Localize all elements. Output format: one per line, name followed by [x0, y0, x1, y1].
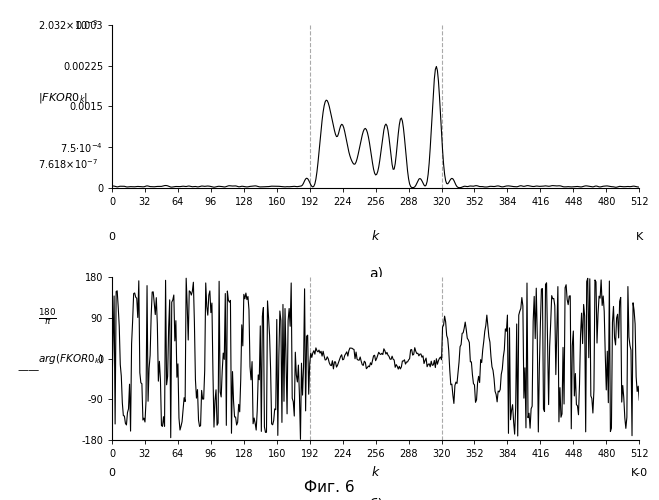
Text: б): б) — [368, 498, 383, 500]
Text: $arg(FKOR0_k)$: $arg(FKOR0_k)$ — [38, 352, 104, 366]
Text: $2.032{\times}10^{-3}$: $2.032{\times}10^{-3}$ — [38, 18, 98, 32]
Text: k: k — [372, 466, 380, 479]
Text: $7.618{\times}10^{-7}$: $7.618{\times}10^{-7}$ — [38, 158, 98, 172]
Text: Фиг. 6: Фиг. 6 — [304, 480, 355, 495]
Text: 0: 0 — [109, 468, 115, 478]
Text: K: K — [635, 232, 643, 242]
Text: $\frac{180}{\pi}$: $\frac{180}{\pi}$ — [38, 308, 57, 328]
Text: ——: —— — [17, 365, 40, 375]
Text: k: k — [372, 230, 380, 243]
Text: 0: 0 — [109, 232, 115, 242]
Text: а): а) — [368, 266, 383, 280]
Text: $|FKOR0_k|$: $|FKOR0_k|$ — [38, 91, 88, 105]
Text: K-0: K-0 — [631, 468, 648, 478]
